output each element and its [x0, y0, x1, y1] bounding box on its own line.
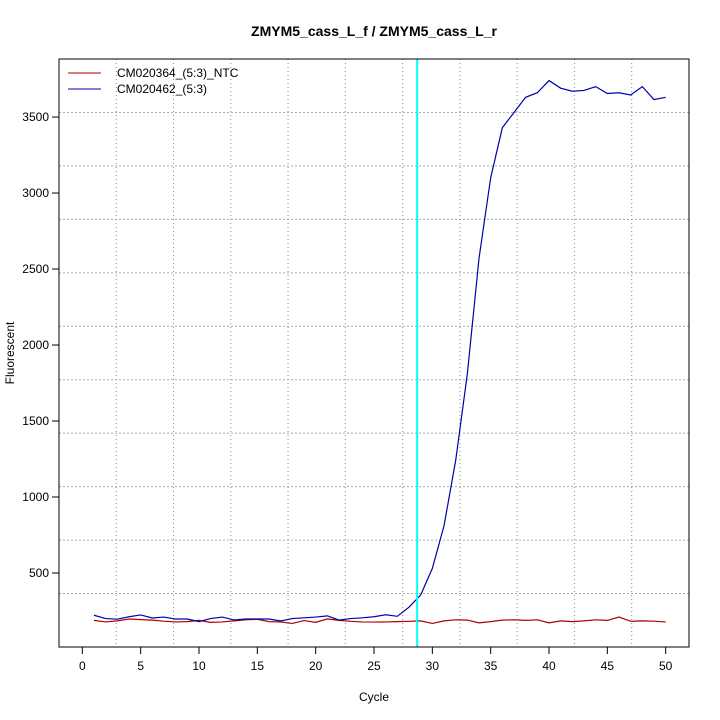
y-tick-label: 3000 — [22, 186, 49, 200]
legend: CM020364_(5:3)_NTC CM020462_(5:3) — [68, 66, 239, 96]
x-tick-label: 25 — [367, 659, 381, 673]
x-tick-label: 40 — [542, 659, 556, 673]
x-tick-label: 0 — [79, 659, 86, 673]
plot-frame — [58, 58, 690, 648]
legend-label-sample: CM020462_(5:3) — [117, 82, 207, 96]
series-lines — [93, 79, 666, 625]
x-tick-label: 45 — [601, 659, 615, 673]
y-tick-label: 3500 — [22, 110, 49, 124]
legend-label-ntc: CM020364_(5:3)_NTC — [117, 66, 239, 80]
y-axis: 500 1000 1500 2000 2500 3000 3500 — [22, 110, 59, 580]
x-axis: 0 5 10 15 20 25 30 35 40 45 50 — [79, 646, 673, 673]
y-axis-label: Fluorescent — [3, 321, 17, 384]
x-axis-label: Cycle — [359, 690, 389, 704]
grid — [59, 59, 689, 647]
x-tick-label: 15 — [251, 659, 265, 673]
series-line-1 — [93, 79, 666, 623]
x-tick-label: 35 — [484, 659, 498, 673]
x-tick-label: 10 — [192, 659, 206, 673]
y-tick-label: 2000 — [22, 338, 49, 352]
y-tick-label: 1000 — [22, 490, 49, 504]
series-line-0 — [93, 616, 666, 625]
x-tick-label: 5 — [137, 659, 144, 673]
x-tick-label: 30 — [426, 659, 440, 673]
x-tick-label: 20 — [309, 659, 323, 673]
x-tick-label: 50 — [659, 659, 673, 673]
chart-title: ZMYM5_cass_L_f / ZMYM5_cass_L_r — [251, 23, 497, 39]
y-tick-label: 1500 — [22, 414, 49, 428]
y-tick-label: 2500 — [22, 262, 49, 276]
y-tick-label: 500 — [29, 566, 49, 580]
